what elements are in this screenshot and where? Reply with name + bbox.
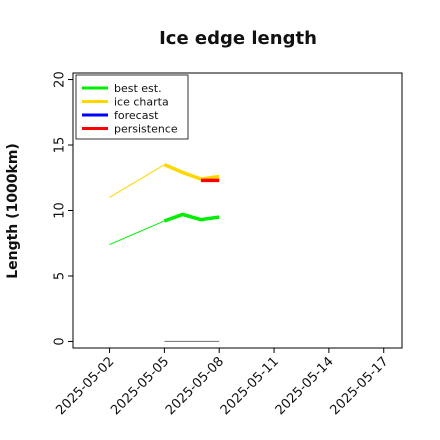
- chart-title: Ice edge length: [159, 28, 317, 49]
- legend-label-persistence: persistence: [114, 123, 178, 136]
- x-tick-label: 2025-05-08: [163, 354, 227, 418]
- y-tick-label: 5: [53, 272, 68, 280]
- x-tick-label: 2025-05-05: [108, 354, 172, 418]
- y-tick-label: 20: [53, 71, 68, 88]
- legend-label-ice-charta: ice charta: [114, 96, 169, 109]
- series-line-ice-charta-history: [109, 164, 165, 198]
- x-tick-label: 2025-05-11: [218, 354, 282, 418]
- series-line-best-est-history: [109, 220, 165, 246]
- y-tick-label: 0: [53, 337, 68, 345]
- y-axis-label: Length (1000km): [5, 143, 21, 279]
- y-tick-label: 15: [53, 137, 68, 154]
- y-tick-label: 10: [53, 202, 68, 219]
- series-layer: [109, 163, 220, 343]
- legend-label-forecast: forecast: [114, 109, 159, 122]
- legend-label-best-est: best est.: [114, 82, 162, 95]
- x-tick-label: 2025-05-14: [273, 354, 337, 418]
- x-tick-label: 2025-05-17: [328, 354, 392, 418]
- x-axis-ticks: 2025-05-022025-05-052025-05-082025-05-11…: [53, 348, 392, 418]
- y-axis-ticks: 0 5 10 15 20: [53, 71, 73, 346]
- x-tick-label: 2025-05-02: [53, 354, 117, 418]
- series-line-best-est: [163, 212, 220, 223]
- series-line-ice-charta: [163, 163, 220, 181]
